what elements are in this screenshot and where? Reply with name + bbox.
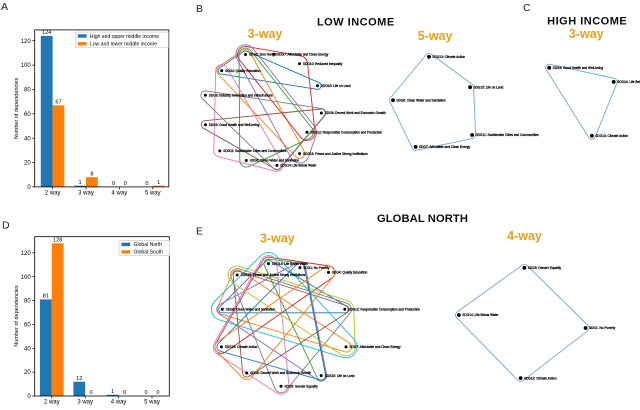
svg-text:5 way: 5 way	[145, 191, 161, 197]
svg-text:60: 60	[24, 323, 31, 329]
svg-text:SDG11: Sustainable Cities and: SDG11: Sustainable Cities and Communitie…	[476, 133, 540, 137]
svg-text:4 way: 4 way	[112, 191, 128, 197]
svg-text:SDG2: Zero Hunger: SDG2: Zero Hunger	[249, 53, 278, 57]
svg-text:SDG15: Life on Land: SDG15: Life on Land	[474, 85, 504, 89]
svg-text:HIGH INCOME: HIGH INCOME	[547, 15, 627, 27]
svg-text:0: 0	[90, 390, 93, 396]
svg-text:3-way: 3-way	[569, 27, 604, 41]
svg-text:SDG4: Quality Education: SDG4: Quality Education	[225, 69, 261, 73]
svg-text:SDG14: Life Below Water: SDG14: Life Below Water	[280, 164, 317, 168]
svg-text:Global North: Global North	[134, 242, 163, 248]
svg-text:20: 20	[24, 161, 31, 167]
svg-text:20: 20	[24, 370, 31, 376]
svg-text:SDG13: Climate Action: SDG13: Climate Action	[595, 134, 628, 138]
svg-text:SDG9: Industry, Innovation and: SDG9: Industry, Innovation and Infrastru…	[209, 94, 273, 98]
svg-text:SDG7: Affordable and Clean Ene: SDG7: Affordable and Clean Energy	[419, 145, 471, 149]
svg-text:SDG8: Decent Work and Economic: SDG8: Decent Work and Economic Growth	[250, 371, 311, 375]
svg-text:124: 124	[42, 30, 51, 36]
svg-text:SDG12: Responsible Consumption: SDG12: Responsible Consumption and Produ…	[348, 308, 420, 312]
svg-text:SDG11: Sustainable Cities and: SDG11: Sustainable Cities and Communitie…	[223, 149, 287, 153]
svg-text:SDG8: Decent Work and Economic: SDG8: Decent Work and Economic Growth	[325, 111, 386, 115]
svg-text:67: 67	[55, 100, 61, 106]
svg-text:SDG10: Reduced Inequality: SDG10: Reduced Inequality	[303, 62, 343, 66]
svg-text:60: 60	[24, 112, 31, 118]
svg-text:SDG3: Good Health and Well-bei: SDG3: Good Health and Well-being	[553, 66, 604, 70]
svg-text:0: 0	[156, 390, 159, 396]
svg-text:0: 0	[27, 394, 31, 400]
svg-text:SDG16: Peace and Justice Stron: SDG16: Peace and Justice Strong Institut…	[303, 152, 368, 156]
svg-text:40: 40	[24, 346, 31, 352]
svg-text:0: 0	[27, 185, 31, 191]
svg-text:0: 0	[112, 181, 115, 187]
svg-text:120: 120	[21, 39, 32, 45]
svg-text:SDG3: Good Health and Well-bei: SDG3: Good Health and Well-being	[209, 123, 260, 127]
svg-text:E: E	[196, 226, 203, 238]
svg-text:SDG5: Gender Equality: SDG5: Gender Equality	[528, 266, 562, 270]
svg-text:Low and lower middle income: Low and lower middle income	[90, 42, 157, 48]
svg-text:80: 80	[24, 88, 31, 94]
svg-text:B: B	[196, 3, 203, 15]
svg-text:SDG6: Clean Water and Sanitati: SDG6: Clean Water and Sanitation	[226, 308, 276, 312]
svg-text:8: 8	[90, 171, 93, 177]
svg-text:SDG14: Life Below Water: SDG14: Life Below Water	[462, 313, 499, 317]
svg-text:Number of dependencies: Number of dependencies	[14, 78, 20, 140]
svg-text:SDG1: No Poverty: SDG1: No Poverty	[589, 326, 616, 330]
svg-text:SDG6: Clean Water and Sanitati: SDG6: Clean Water and Sanitation	[396, 99, 446, 103]
svg-text:A: A	[1, 1, 8, 13]
svg-text:128: 128	[53, 238, 62, 244]
svg-text:40: 40	[24, 136, 31, 142]
svg-text:SDG13: Climate Action: SDG13: Climate Action	[524, 376, 557, 380]
svg-text:SDG1: No Poverty: SDG1: No Poverty	[303, 266, 330, 270]
svg-text:SDG12: Responsible Consumption: SDG12: Responsible Consumption and Produ…	[310, 131, 382, 135]
svg-text:5-way: 5-way	[418, 29, 453, 43]
svg-text:SDG16: Peace and Justice Stron: SDG16: Peace and Justice Strong Institut…	[241, 273, 306, 277]
svg-text:100: 100	[21, 275, 32, 281]
svg-text:2 way: 2 way	[44, 400, 60, 405]
svg-text:SDG15: Life on Land: SDG15: Life on Land	[325, 374, 355, 378]
svg-text:5 way: 5 way	[144, 400, 160, 405]
svg-text:1: 1	[79, 180, 82, 186]
svg-text:120: 120	[21, 251, 32, 257]
svg-text:Global South: Global South	[134, 250, 164, 256]
svg-text:3-way: 3-way	[260, 231, 295, 245]
svg-text:SDG7: Affordable and Clean Ene: SDG7: Affordable and Clean Energy	[349, 345, 401, 349]
svg-text:4 way: 4 way	[111, 400, 127, 405]
svg-text:SDG13: Climate Action: SDG13: Climate Action	[225, 345, 258, 349]
svg-text:LOW INCOME: LOW INCOME	[317, 16, 395, 28]
svg-text:0: 0	[145, 181, 148, 187]
svg-text:SDG14: Life Below Water: SDG14: Life Below Water	[272, 262, 309, 266]
svg-text:3-way: 3-way	[248, 27, 283, 41]
svg-text:2 way: 2 way	[45, 191, 61, 197]
svg-text:1: 1	[111, 389, 114, 395]
svg-text:1: 1	[157, 180, 160, 186]
svg-text:0: 0	[145, 390, 148, 396]
svg-text:Number of dependencies: Number of dependencies	[14, 285, 20, 347]
svg-text:12: 12	[76, 376, 82, 382]
svg-text:C: C	[523, 2, 531, 14]
svg-text:SDG13: Climate Action: SDG13: Climate Action	[432, 55, 465, 59]
svg-text:SDG14: Life Below Water: SDG14: Life Below Water	[617, 80, 640, 84]
svg-text:High and upper middle income: High and upper middle income	[90, 34, 159, 40]
svg-text:SDG5: Gender Equality: SDG5: Gender Equality	[284, 384, 318, 388]
svg-text:0: 0	[123, 390, 126, 396]
svg-text:100: 100	[21, 63, 32, 69]
svg-text:81: 81	[43, 294, 49, 300]
svg-text:80: 80	[24, 299, 31, 305]
svg-text:3 way: 3 way	[77, 400, 93, 405]
svg-text:4-way: 4-way	[507, 229, 542, 243]
svg-text:SDG7: Affordable and Clean Ene: SDG7: Affordable and Clean Energy	[277, 53, 329, 57]
svg-text:SDG15: Life on Land: SDG15: Life on Land	[321, 84, 351, 88]
svg-text:3 way: 3 way	[78, 191, 94, 197]
svg-text:0: 0	[124, 181, 127, 187]
svg-text:SDG4: Quality Education: SDG4: Quality Education	[332, 271, 368, 275]
svg-text:GLOBAL NORTH: GLOBAL NORTH	[377, 213, 468, 225]
svg-text:D: D	[2, 220, 10, 232]
svg-text:SDG6: Clean Water and Sanitati: SDG6: Clean Water and Sanitation	[250, 159, 300, 163]
